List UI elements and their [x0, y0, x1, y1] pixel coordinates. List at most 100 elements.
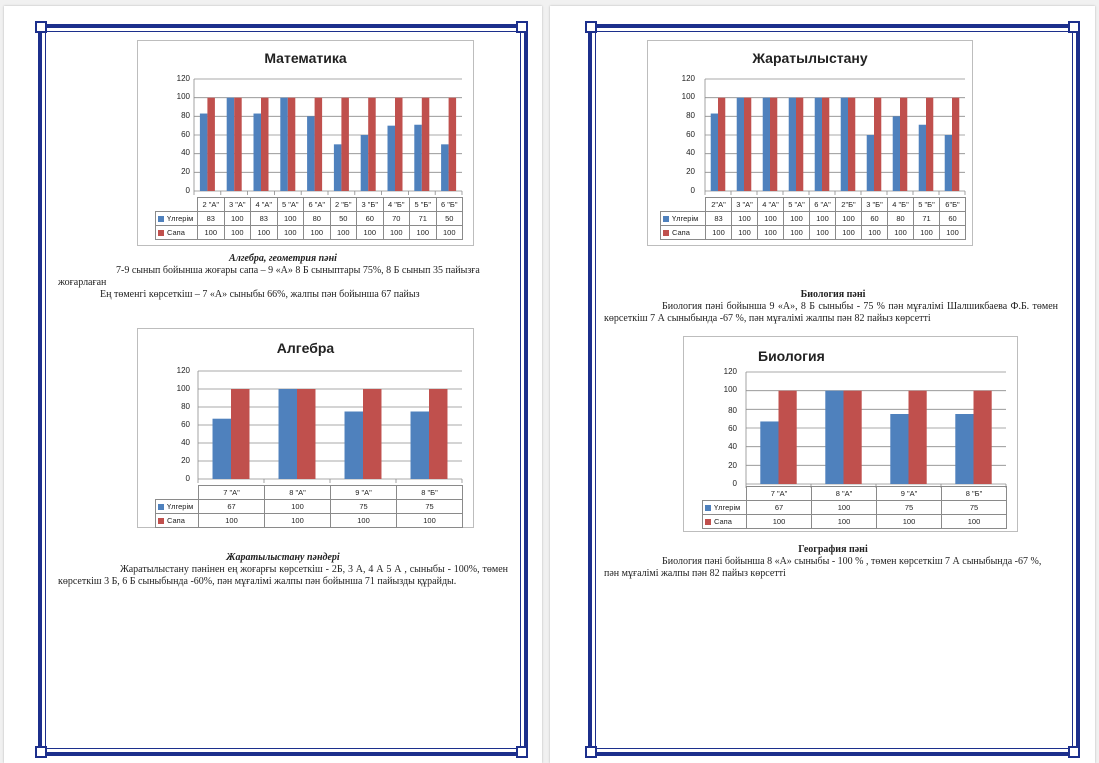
- category-label: 3 "А": [731, 197, 758, 212]
- value-cell: 70: [382, 211, 410, 226]
- value-cell: 100: [435, 225, 463, 240]
- bar-sapa: [261, 97, 269, 191]
- value-cell: 100: [329, 225, 357, 240]
- bar-uge: [333, 144, 342, 191]
- legend-label: Үлгерім: [167, 502, 194, 511]
- border-corner: [585, 746, 597, 758]
- y-tick: 80: [181, 402, 190, 411]
- value-cell: 75: [330, 499, 397, 514]
- bar-uge: [360, 135, 369, 191]
- bar-uge: [825, 390, 844, 484]
- value-cell: 100: [250, 225, 278, 240]
- bar-sapa: [231, 389, 250, 479]
- y-tick: 40: [728, 442, 737, 451]
- value-cell: 100: [876, 514, 942, 529]
- legend-key-sapa: [663, 230, 669, 237]
- border-corner: [516, 21, 528, 33]
- bar-sapa: [368, 97, 376, 191]
- table-row-categories: 7 "А" 8 "А" 9 "А" 8 "Б": [155, 485, 463, 500]
- category-label: 3 "Б": [356, 197, 384, 212]
- value-cell: 100: [809, 225, 836, 240]
- value-cell: 80: [303, 211, 331, 226]
- border-corner: [1068, 746, 1080, 758]
- legend-sapa: Сапа: [155, 225, 198, 240]
- y-tick: 80: [686, 111, 695, 120]
- bar-sapa: [718, 97, 726, 191]
- data-table: 2"А" 3 "А" 4 "А" 5 "А" 6 "А" 2"Б" 3 "Б" …: [660, 197, 966, 240]
- y-tick: 0: [690, 186, 695, 195]
- bar-uge: [410, 411, 429, 479]
- document-page-left: Математика 0 20 40 60 80 100 120 2 "А" 3…: [4, 6, 542, 763]
- category-label: 8 "А": [264, 485, 331, 500]
- value-cell: 67: [746, 500, 812, 515]
- data-table: 7 "А" 8 "А" 9 "А" 8 "Б" Үлгерім 67 100 7…: [155, 485, 463, 528]
- chart-plot: [197, 370, 463, 483]
- paragraph: Биология пәні бойынша 8 «А» сыныбы - 100…: [604, 556, 1042, 579]
- section-heading-zharatylystanu: Жаратылыстану пәндері: [226, 552, 340, 563]
- value-cell: 100: [811, 500, 877, 515]
- table-row-uge: Үлгерім 83 100 100 100 100 100 60 80 71 …: [660, 211, 966, 226]
- y-tick: 40: [181, 438, 190, 447]
- bar-uge: [344, 411, 363, 479]
- value-cell: 100: [783, 225, 810, 240]
- value-cell: 75: [941, 500, 1007, 515]
- value-cell: 100: [264, 513, 331, 528]
- bar-uge: [280, 97, 288, 191]
- legend-label: Сапа: [714, 517, 732, 526]
- chart-plot: [193, 78, 463, 195]
- legend-label: Сапа: [672, 228, 690, 237]
- bar-uge: [890, 414, 909, 484]
- value-cell: 100: [746, 514, 812, 529]
- page-border-outer: [38, 24, 528, 756]
- chart-plot: [745, 371, 1007, 488]
- bar-uge: [918, 124, 926, 191]
- table-row-sapa: Сапа 100 100 100 100: [702, 514, 1007, 529]
- value-cell: 100: [198, 513, 265, 528]
- category-label: 8 "Б": [396, 485, 463, 500]
- bar-uge: [212, 418, 231, 479]
- value-cell: 100: [757, 225, 784, 240]
- bar-sapa: [822, 97, 830, 191]
- bar-uge: [955, 414, 974, 484]
- legend-key-sapa: [705, 519, 711, 526]
- bar-sapa: [395, 97, 403, 191]
- chart-title: Жаратылыстану: [752, 50, 868, 66]
- legend-key-sapa: [158, 230, 164, 237]
- category-label: 6 "А": [809, 197, 836, 212]
- y-tick: 20: [728, 461, 737, 470]
- legend-label: Сапа: [167, 516, 185, 525]
- value-cell: 100: [396, 513, 463, 528]
- bar-sapa: [848, 97, 856, 191]
- bar-sapa: [796, 97, 804, 191]
- chart-zharatylystanu: Жаратылыстану 0 20 40 60 80 100 120 2"А"…: [647, 40, 973, 246]
- border-corner: [35, 21, 47, 33]
- value-cell: 100: [809, 211, 836, 226]
- y-tick: 20: [181, 456, 190, 465]
- category-label: 6 "Б": [435, 197, 463, 212]
- chart-algebra: Алгебра 0 20 40 60 80 100 120 7 "А" 8 "А…: [137, 328, 474, 528]
- category-label: 3 "А": [223, 197, 251, 212]
- value-cell: 100: [941, 514, 1007, 529]
- category-label: 5 "Б": [913, 197, 940, 212]
- value-cell: 100: [197, 225, 225, 240]
- value-cell: 100: [731, 225, 758, 240]
- value-cell: 100: [409, 225, 437, 240]
- chart-matematika: Математика 0 20 40 60 80 100 120 2 "А" 3…: [137, 40, 474, 246]
- legend-uge: Үлгерім: [660, 211, 706, 226]
- page-border-inner: [595, 31, 1073, 749]
- y-tick: 40: [181, 148, 190, 157]
- table-row-sapa: Сапа 100 100 100 100 100 100 100 100 100…: [155, 225, 463, 240]
- value-cell: 100: [757, 211, 784, 226]
- bar-sapa: [297, 389, 316, 479]
- category-label: 2 "Б": [329, 197, 357, 212]
- y-tick: 0: [185, 186, 190, 195]
- bar-uge: [814, 97, 822, 191]
- value-cell: 100: [223, 225, 251, 240]
- paragraph: Биология пәні бойынша 9 «А», 8 Б сыныбы …: [604, 301, 1058, 324]
- value-cell: 100: [264, 499, 331, 514]
- category-label: 9 "А": [330, 485, 397, 500]
- border-corner: [35, 746, 47, 758]
- bar-uge: [307, 116, 315, 191]
- category-label: 2"А": [705, 197, 732, 212]
- category-label: 5 "А": [783, 197, 810, 212]
